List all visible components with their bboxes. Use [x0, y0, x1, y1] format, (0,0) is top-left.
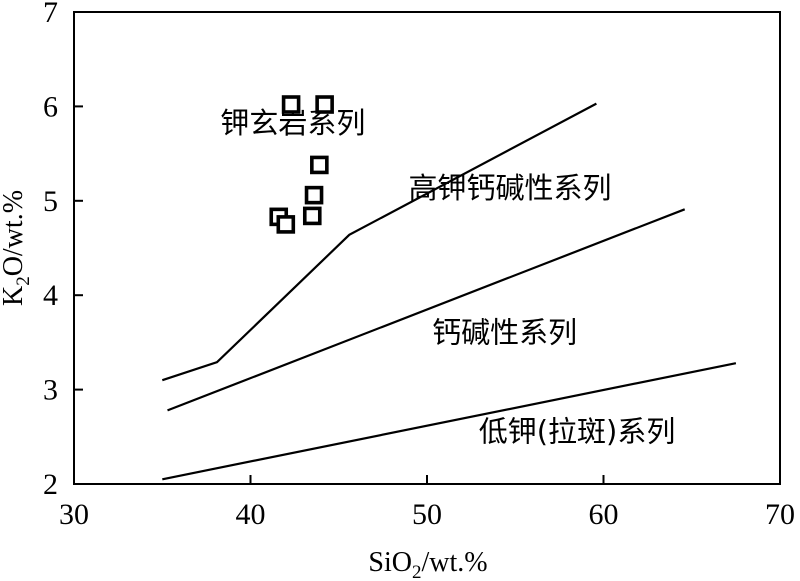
data-point	[304, 185, 324, 205]
x-axis-title-subscript: 2	[412, 562, 422, 581]
y-tick-label: 7	[43, 0, 58, 29]
y-tick-label: 3	[43, 374, 58, 407]
axis-ticks	[73, 11, 781, 485]
plot-frame	[73, 11, 781, 485]
region-label: 高钾钙碱性系列	[408, 171, 611, 205]
series-boundary-line	[162, 362, 737, 481]
series-boundary-line	[167, 208, 686, 412]
y-axis-title: K2O/wt.%	[0, 190, 34, 306]
data-point	[302, 206, 322, 226]
series-boundary-line	[161, 102, 597, 382]
x-axis-title-base: SiO	[368, 547, 412, 578]
y-axis-title-base: K	[0, 286, 29, 306]
x-tick-label: 50	[412, 498, 442, 531]
data-point	[315, 95, 334, 114]
x-tick-label: 30	[59, 498, 89, 531]
y-tick-label: 6	[43, 90, 58, 123]
y-axis-title-subscript: 2	[13, 276, 34, 286]
series-boundaries	[161, 102, 737, 481]
x-tick-label: 70	[765, 498, 795, 531]
x-axis-title: SiO2/wt.%	[368, 547, 487, 581]
data-points	[269, 95, 334, 234]
x-tick-label: 60	[589, 498, 619, 531]
region-label: 钙碱性系列	[432, 315, 577, 349]
y-tick-label: 5	[43, 185, 58, 218]
y-tick-label: 4	[43, 279, 58, 312]
x-tick-label: 40	[236, 498, 266, 531]
y-tick-label: 2	[43, 468, 58, 501]
axis-tick-labels: 30 40 50 60 70 2 3 4 5 6 7	[43, 0, 795, 531]
y-axis-title-unit: O/wt.%	[0, 190, 29, 276]
region-label: 低钾(拉斑)系列	[479, 415, 676, 449]
data-point	[276, 215, 296, 234]
data-point	[310, 155, 329, 175]
x-axis-title-unit: /wt.%	[421, 547, 487, 578]
data-point	[281, 95, 301, 114]
